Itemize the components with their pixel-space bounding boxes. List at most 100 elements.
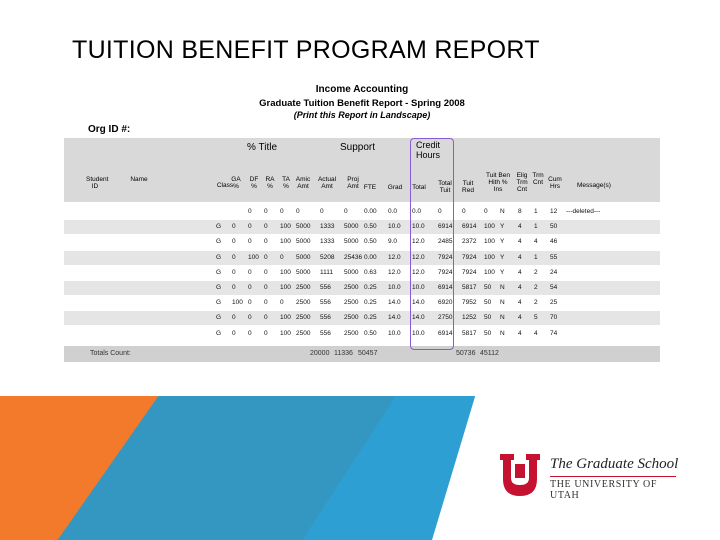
table-cell: 0 (280, 208, 284, 215)
table-cell: 0.50 (364, 329, 377, 337)
table-cell: 12.0 (412, 238, 425, 246)
table-cell: 10.0 (388, 223, 401, 231)
totals-proj: 50457 (358, 350, 378, 357)
logo-university-name: THE UNIVERSITY OF UTAH (550, 479, 658, 501)
table-cell: 0 (280, 299, 284, 307)
table-cell: 70 (550, 314, 558, 322)
table-cell: 0 (320, 208, 324, 215)
table-cell: 0 (232, 284, 236, 291)
table-cell: 4 (518, 299, 522, 307)
table-cell: G (216, 284, 222, 291)
table-cell: 10.0 (388, 329, 401, 337)
table-cell: 0 (248, 223, 252, 231)
column-header: Trm Cnt (532, 172, 544, 186)
table-cell: G (216, 329, 222, 337)
column-header: Tuit Red (462, 180, 474, 194)
report-subtitle: Graduate Tuition Benefit Report - Spring… (259, 98, 465, 109)
table-cell: 5000 (296, 223, 311, 231)
table-cell: 2 (534, 284, 538, 291)
table-cell: 100 (280, 238, 291, 246)
table-cell: 12 (550, 208, 558, 215)
table-cell: 0 (264, 299, 268, 307)
table-cell: 2500 (344, 284, 359, 291)
logo-divider (550, 476, 676, 477)
table-cell: 7924 (438, 268, 453, 276)
table-cell: 0 (248, 268, 252, 276)
table-cell: 5817 (462, 329, 477, 337)
table-cell: 74 (550, 329, 558, 337)
table-cell: 50 (484, 299, 492, 307)
group-title-header: % Title (247, 142, 278, 153)
totals-red: 45112 (480, 350, 499, 357)
table-cell: 2485 (438, 238, 453, 246)
table-cell: N (500, 329, 505, 337)
white-shape (432, 396, 720, 540)
table-cell: 0 (264, 284, 268, 291)
table-cell: 0 (248, 329, 252, 337)
table-cell: 5208 (320, 253, 335, 261)
table-cell: 12.0 (412, 253, 425, 261)
table-cell: 4 (518, 284, 522, 291)
table-cell: 556 (320, 284, 331, 291)
table-cell: 0 (232, 253, 236, 261)
table-cell: G (216, 223, 222, 231)
table-cell: 2 (534, 299, 538, 307)
table-cell: 14.0 (412, 314, 425, 322)
table-cell: Y (500, 238, 505, 246)
table-cell: 2500 (344, 329, 359, 337)
table-cell: 0 (232, 238, 236, 246)
table-cell: 25 (550, 299, 558, 307)
table-cell: 0 (264, 314, 268, 322)
column-header: Tuit Ben Hith % Ins (486, 172, 510, 193)
table-cell: 6914 (438, 284, 453, 291)
column-header: Cum Hrs (548, 176, 562, 190)
column-header: Name (130, 176, 148, 183)
table-cell: 6914 (462, 223, 477, 231)
university-logo: The Graduate School THE UNIVERSITY OF UT… (498, 452, 688, 502)
table-cell: 10.0 (388, 284, 401, 291)
column-header: RA % (265, 176, 275, 190)
logo-school-name: The Graduate School (550, 456, 679, 472)
table-cell: 0 (232, 329, 236, 337)
table-cell: 0.50 (364, 238, 377, 246)
totals-label: Totals Count: (90, 350, 131, 357)
table-cell: 12.0 (388, 268, 401, 276)
table-cell: 2500 (296, 284, 311, 291)
table-cell: 2500 (344, 314, 359, 322)
org-id-label: Org ID #: (88, 124, 131, 135)
table-cell: 1252 (462, 314, 477, 322)
table-cell: 0 (248, 208, 252, 215)
table-cell: 5000 (344, 238, 359, 246)
table-cell: N (500, 299, 505, 307)
table-cell: 100 (484, 223, 495, 231)
table-cell: 7924 (462, 253, 477, 261)
report-note: (Print this Report in Landscape) (293, 110, 431, 120)
table-cell: 4 (518, 238, 522, 246)
table-cell: 0 (264, 253, 268, 261)
table-cell: 4 (518, 268, 522, 276)
table-cell: G (216, 238, 222, 246)
table-cell: 5000 (344, 223, 359, 231)
column-header: Student ID (86, 176, 109, 190)
table-cell: 0 (248, 238, 252, 246)
table-cell: 0 (232, 314, 236, 322)
table-cell: 0.50 (364, 223, 377, 231)
table-cell: 0 (248, 299, 252, 307)
table-cell: 46 (550, 238, 558, 246)
table-cell: 0 (232, 223, 236, 231)
totals-tuit: 50736 (456, 350, 476, 357)
row-shade (64, 281, 660, 295)
table-cell: N (500, 314, 505, 322)
table-cell: 2372 (462, 238, 477, 246)
table-cell: 12.0 (388, 253, 401, 261)
table-cell: 5 (534, 314, 538, 322)
table-cell: 2500 (296, 314, 311, 322)
table-cell: 14.0 (388, 299, 401, 307)
u-logo-icon (500, 454, 540, 496)
table-cell: 10.0 (412, 223, 425, 231)
table-cell: Y (500, 223, 505, 231)
table-cell: 7924 (438, 253, 453, 261)
table-cell: 4 (518, 223, 522, 231)
column-header: Total Tuit (438, 180, 452, 194)
table-cell: 100 (280, 268, 291, 276)
